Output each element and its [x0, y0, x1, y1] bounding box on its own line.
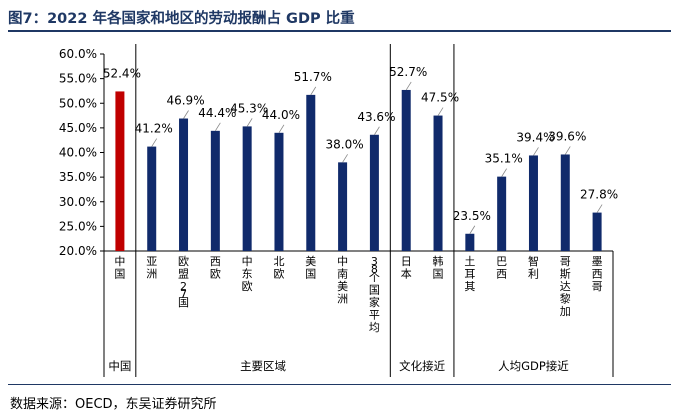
data-label-leader: [469, 225, 476, 234]
data-label-leader: [533, 147, 539, 156]
category-label-12: 巴西: [496, 255, 507, 281]
bar-6: [306, 94, 316, 251]
data-label-12: 35.1%: [485, 152, 523, 166]
data-label-4: 45.3%: [230, 101, 268, 115]
bar-14: [560, 154, 570, 251]
title-rule: [8, 30, 671, 32]
category-label-9: 日本: [401, 255, 412, 281]
data-label-1: 41.2%: [135, 122, 173, 136]
bar-10: [433, 115, 443, 251]
y-tick-label: 45.0%: [59, 121, 97, 135]
data-label-leader: [405, 81, 412, 91]
data-label-leader: [374, 126, 380, 135]
bar-5: [274, 132, 284, 251]
data-label-14: 39.6%: [548, 129, 586, 143]
data-label-leader: [151, 138, 158, 147]
y-tick-label: 25.0%: [59, 219, 97, 233]
category-label-13: 智利: [528, 254, 539, 281]
data-label-leader: [215, 122, 221, 132]
data-label-7: 38.0%: [326, 137, 364, 151]
bar-8: [369, 134, 379, 251]
group-label-2: 文化接近: [399, 359, 445, 373]
category-label-2: 欧盟 2 7 国: [178, 255, 189, 309]
group-label-0: 中国: [108, 359, 131, 373]
y-tick-label: 30.0%: [59, 195, 97, 209]
data-label-leader: [596, 204, 603, 213]
data-label-leader: [246, 118, 253, 127]
data-label-11: 23.5%: [453, 209, 491, 223]
bar-11: [465, 233, 475, 251]
data-label-leader: [342, 154, 348, 163]
data-label-5: 44.0%: [262, 108, 300, 122]
bar-7: [338, 162, 348, 251]
y-tick-label: 20.0%: [59, 244, 97, 258]
bar-4: [242, 126, 252, 251]
category-label-14: 哥斯达黎加: [560, 255, 571, 318]
data-source: 数据来源：OECD，东吴证券研究所: [10, 397, 217, 412]
data-label-9: 52.7%: [389, 65, 427, 79]
data-label-leader: [564, 146, 571, 155]
data-label-0: 52.4%: [103, 66, 141, 80]
data-label-leader: [310, 86, 317, 96]
data-label-2: 46.9%: [166, 94, 204, 108]
y-tick-label: 35.0%: [59, 170, 97, 184]
data-label-leader: [437, 107, 444, 116]
data-label-3: 44.4%: [198, 106, 236, 120]
category-label-5: 北欧: [273, 255, 284, 281]
bar-chart: 20.0% 25.0% 30.0% 35.0% 40.0% 45.0% 50.0% 55.0%…: [59, 44, 618, 377]
data-label-6: 51.7%: [294, 70, 332, 84]
bar-9: [401, 89, 411, 251]
data-label-leader: [183, 110, 189, 119]
group-label-3: 人均GDP接近: [498, 359, 569, 373]
category-label-3: 西欧: [210, 255, 221, 281]
data-label-leader: [278, 124, 285, 134]
category-label-15: 墨西哥: [592, 255, 603, 293]
category-label-11: 土耳其: [464, 255, 475, 293]
category-label-4: 中东欧: [242, 255, 253, 293]
bar-15: [592, 212, 602, 251]
data-label-10: 47.5%: [421, 91, 459, 105]
category-label-10: 韩国: [433, 254, 444, 281]
category-label-1: 亚洲: [146, 255, 157, 281]
figure-title: 图7：2022 年各国家和地区的劳动报酬占 GDP 比重: [8, 11, 355, 27]
y-tick-label: 60.0%: [59, 47, 97, 61]
data-label-8: 43.6%: [357, 110, 395, 124]
bar-1: [147, 146, 157, 251]
bar-3: [210, 130, 220, 251]
bar-2: [179, 118, 189, 251]
y-tick-label: 40.0%: [59, 146, 97, 160]
data-label-leader: [501, 168, 507, 177]
data-label-15: 27.8%: [580, 188, 618, 202]
data-label-13: 39.4%: [516, 130, 554, 144]
y-tick-label: 55.0%: [59, 72, 97, 86]
category-label-6: 美国: [305, 255, 316, 281]
bar-12: [497, 176, 507, 251]
category-label-7: 中南美洲: [337, 255, 348, 306]
y-tick-label: 50.0%: [59, 96, 97, 110]
category-label-8: 3 8 个国家平均: [369, 255, 380, 334]
bar-0: [115, 91, 125, 252]
group-label-1: 主要区域: [240, 359, 286, 373]
category-label-0: 中国: [114, 255, 125, 281]
bar-13: [528, 155, 538, 251]
footer-rule: [8, 384, 671, 385]
